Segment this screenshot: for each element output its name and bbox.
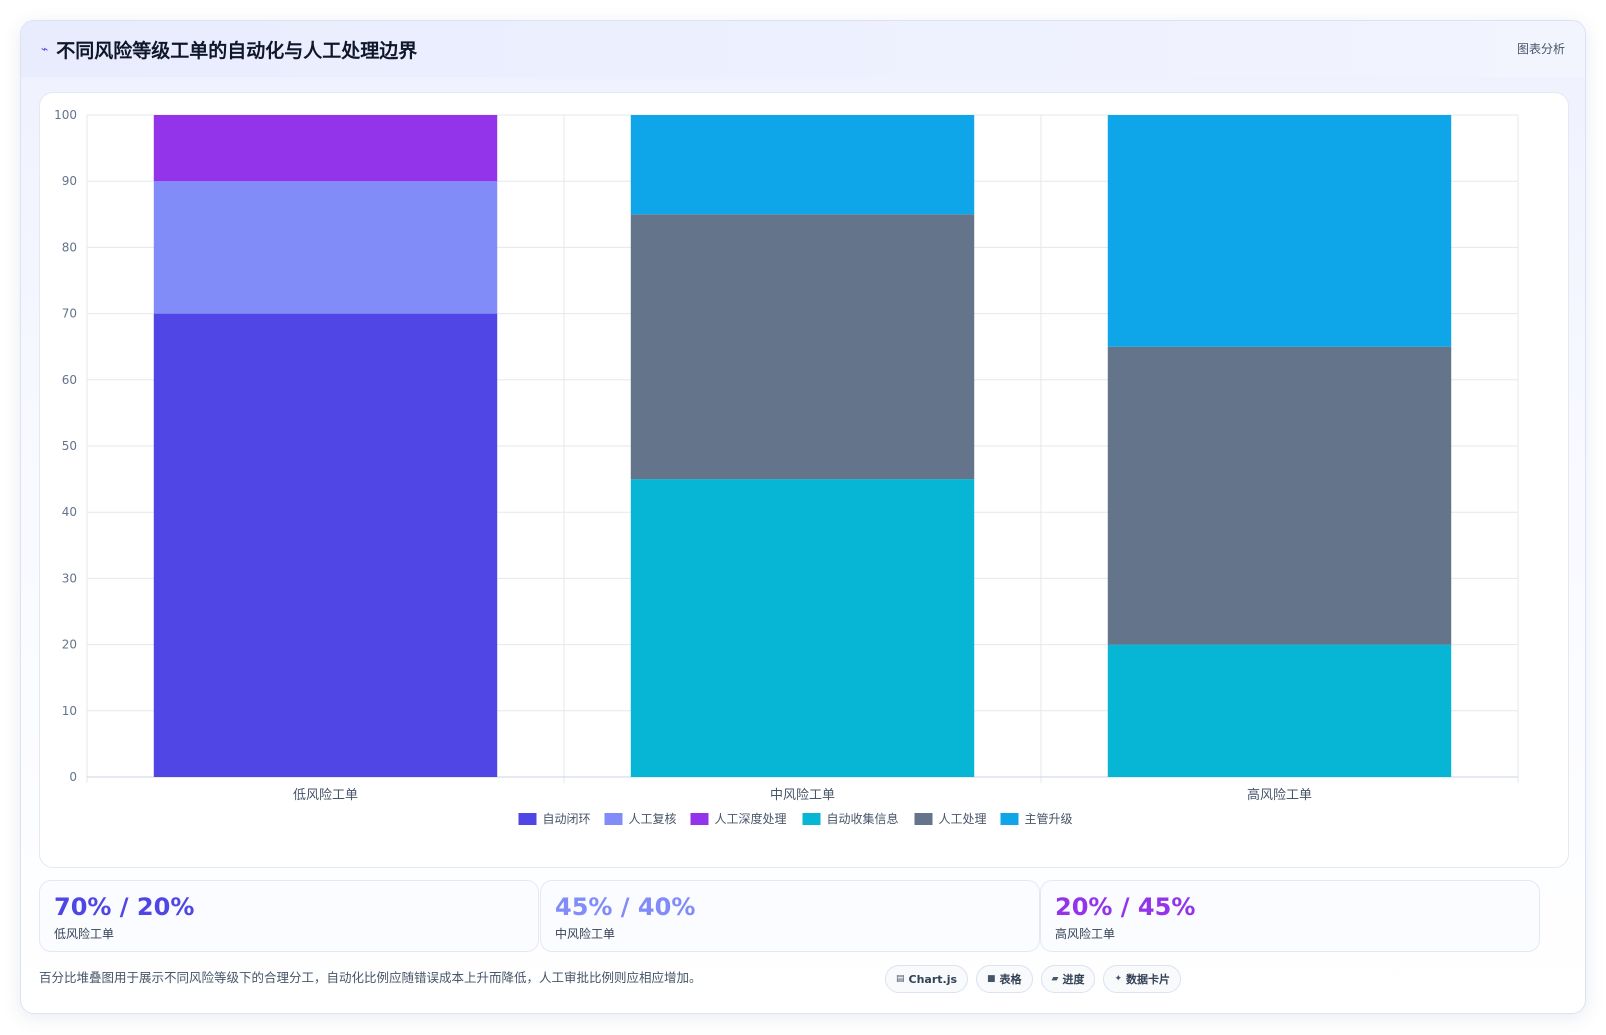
y-tick-label: 80	[62, 240, 77, 254]
x-tick-label: 高风险工单	[1247, 787, 1312, 803]
legend-label: 人工处理	[939, 812, 987, 826]
chart-icon: ▤	[896, 974, 905, 984]
y-tick-label: 0	[69, 770, 77, 784]
chart-line-icon: ⌁	[41, 42, 49, 56]
stat-label: 高风险工单	[1055, 927, 1116, 941]
chip-label: 数据卡片	[1126, 973, 1171, 986]
bar-segment	[630, 214, 975, 480]
stat-label: 低风险工单	[54, 927, 115, 941]
y-tick-label: 40	[62, 505, 77, 519]
chart-card: ⌁ 不同风险等级工单的自动化与人工处理边界 图表分析 0 10 20 30 40 50 60…	[20, 20, 1586, 1014]
x-tick-label: 中风险工单	[770, 788, 835, 803]
stat-card-high: 20% / 45% 高风险工单	[1040, 880, 1540, 952]
card-header: ⌁ 不同风险等级工单的自动化与人工处理边界 图表分析	[21, 21, 1585, 77]
bar-segment	[1107, 346, 1452, 645]
y-tick-label: 50	[62, 439, 77, 453]
y-tick-label: 10	[62, 704, 77, 718]
legend-label: 人工深度处理	[715, 811, 787, 826]
y-tick-label: 70	[62, 307, 77, 321]
legend-swatch	[518, 813, 537, 825]
stat-value: 45% / 40%	[555, 893, 696, 921]
tech-chips: ▤ Chart.js ■ 表格 ▰ 进度 ✦ 数据卡片	[885, 965, 1182, 993]
table-icon: ■	[987, 974, 996, 984]
bar-segment	[153, 115, 498, 182]
chip-label: Chart.js	[908, 972, 958, 986]
legend-swatch	[690, 813, 709, 825]
progress-icon: ▰	[1051, 974, 1059, 984]
chip-progress[interactable]: ▰ 进度	[1040, 965, 1096, 993]
y-tick-label: 30	[62, 571, 77, 585]
legend-label: 自动收集信息	[827, 811, 899, 826]
bar-segment	[1107, 115, 1452, 347]
legend-label: 人工复核	[629, 812, 677, 826]
legend-swatch	[1000, 813, 1019, 825]
stat-value: 70% / 20%	[54, 893, 195, 921]
legend-swatch	[604, 813, 623, 825]
stat-card-medium: 45% / 40% 中风险工单	[540, 880, 1040, 952]
legend-swatch	[914, 813, 933, 825]
chip-chartjs[interactable]: ▤ Chart.js	[885, 965, 969, 993]
chart-analysis-badge: 图表分析	[1516, 42, 1565, 56]
legend-swatch	[802, 813, 821, 825]
bar-segment	[153, 181, 498, 314]
stats-row: 70% / 20% 低风险工单 45% / 40% 中风险工单 20% / 45…	[39, 880, 1569, 952]
chip-label: 进度	[1062, 973, 1085, 986]
footer-note: 百分比堆叠图用于展示不同风险等级下的合理分工，自动化比例应随错误成本上升而降低，…	[39, 970, 702, 985]
stat-card-low: 70% / 20% 低风险工单	[39, 880, 539, 952]
chip-table[interactable]: ■ 表格	[976, 965, 1033, 993]
x-tick-label: 低风险工单	[293, 788, 358, 803]
legend-label: 主管升级	[1025, 811, 1073, 826]
stacked-bar-chart: 0 10 20 30 40 50 60 70 80 90 100 低风险工单 中风险工单 高风险工单自动闭…	[54, 108, 1519, 826]
y-tick-label: 20	[62, 638, 77, 652]
y-tick-label: 100	[54, 108, 77, 122]
bar-segment	[1107, 644, 1452, 777]
bar-segment	[630, 479, 975, 777]
bar-segment	[630, 115, 975, 215]
y-tick-label: 90	[62, 174, 77, 188]
card-icon: ✦	[1114, 974, 1123, 984]
chip-data-card[interactable]: ✦ 数据卡片	[1103, 965, 1182, 993]
legend-label: 自动闭环	[543, 812, 591, 826]
chip-label: 表格	[999, 973, 1022, 986]
stat-value: 20% / 45%	[1055, 893, 1196, 921]
bar-segment	[153, 313, 498, 777]
y-tick-label: 60	[62, 373, 77, 387]
stat-label: 中风险工单	[555, 927, 616, 941]
card-title: 不同风险等级工单的自动化与人工处理边界	[56, 39, 418, 62]
chart-panel: 0 10 20 30 40 50 60 70 80 90 100 低风险工单 中风险工单 高风险工单自动闭…	[39, 92, 1569, 868]
